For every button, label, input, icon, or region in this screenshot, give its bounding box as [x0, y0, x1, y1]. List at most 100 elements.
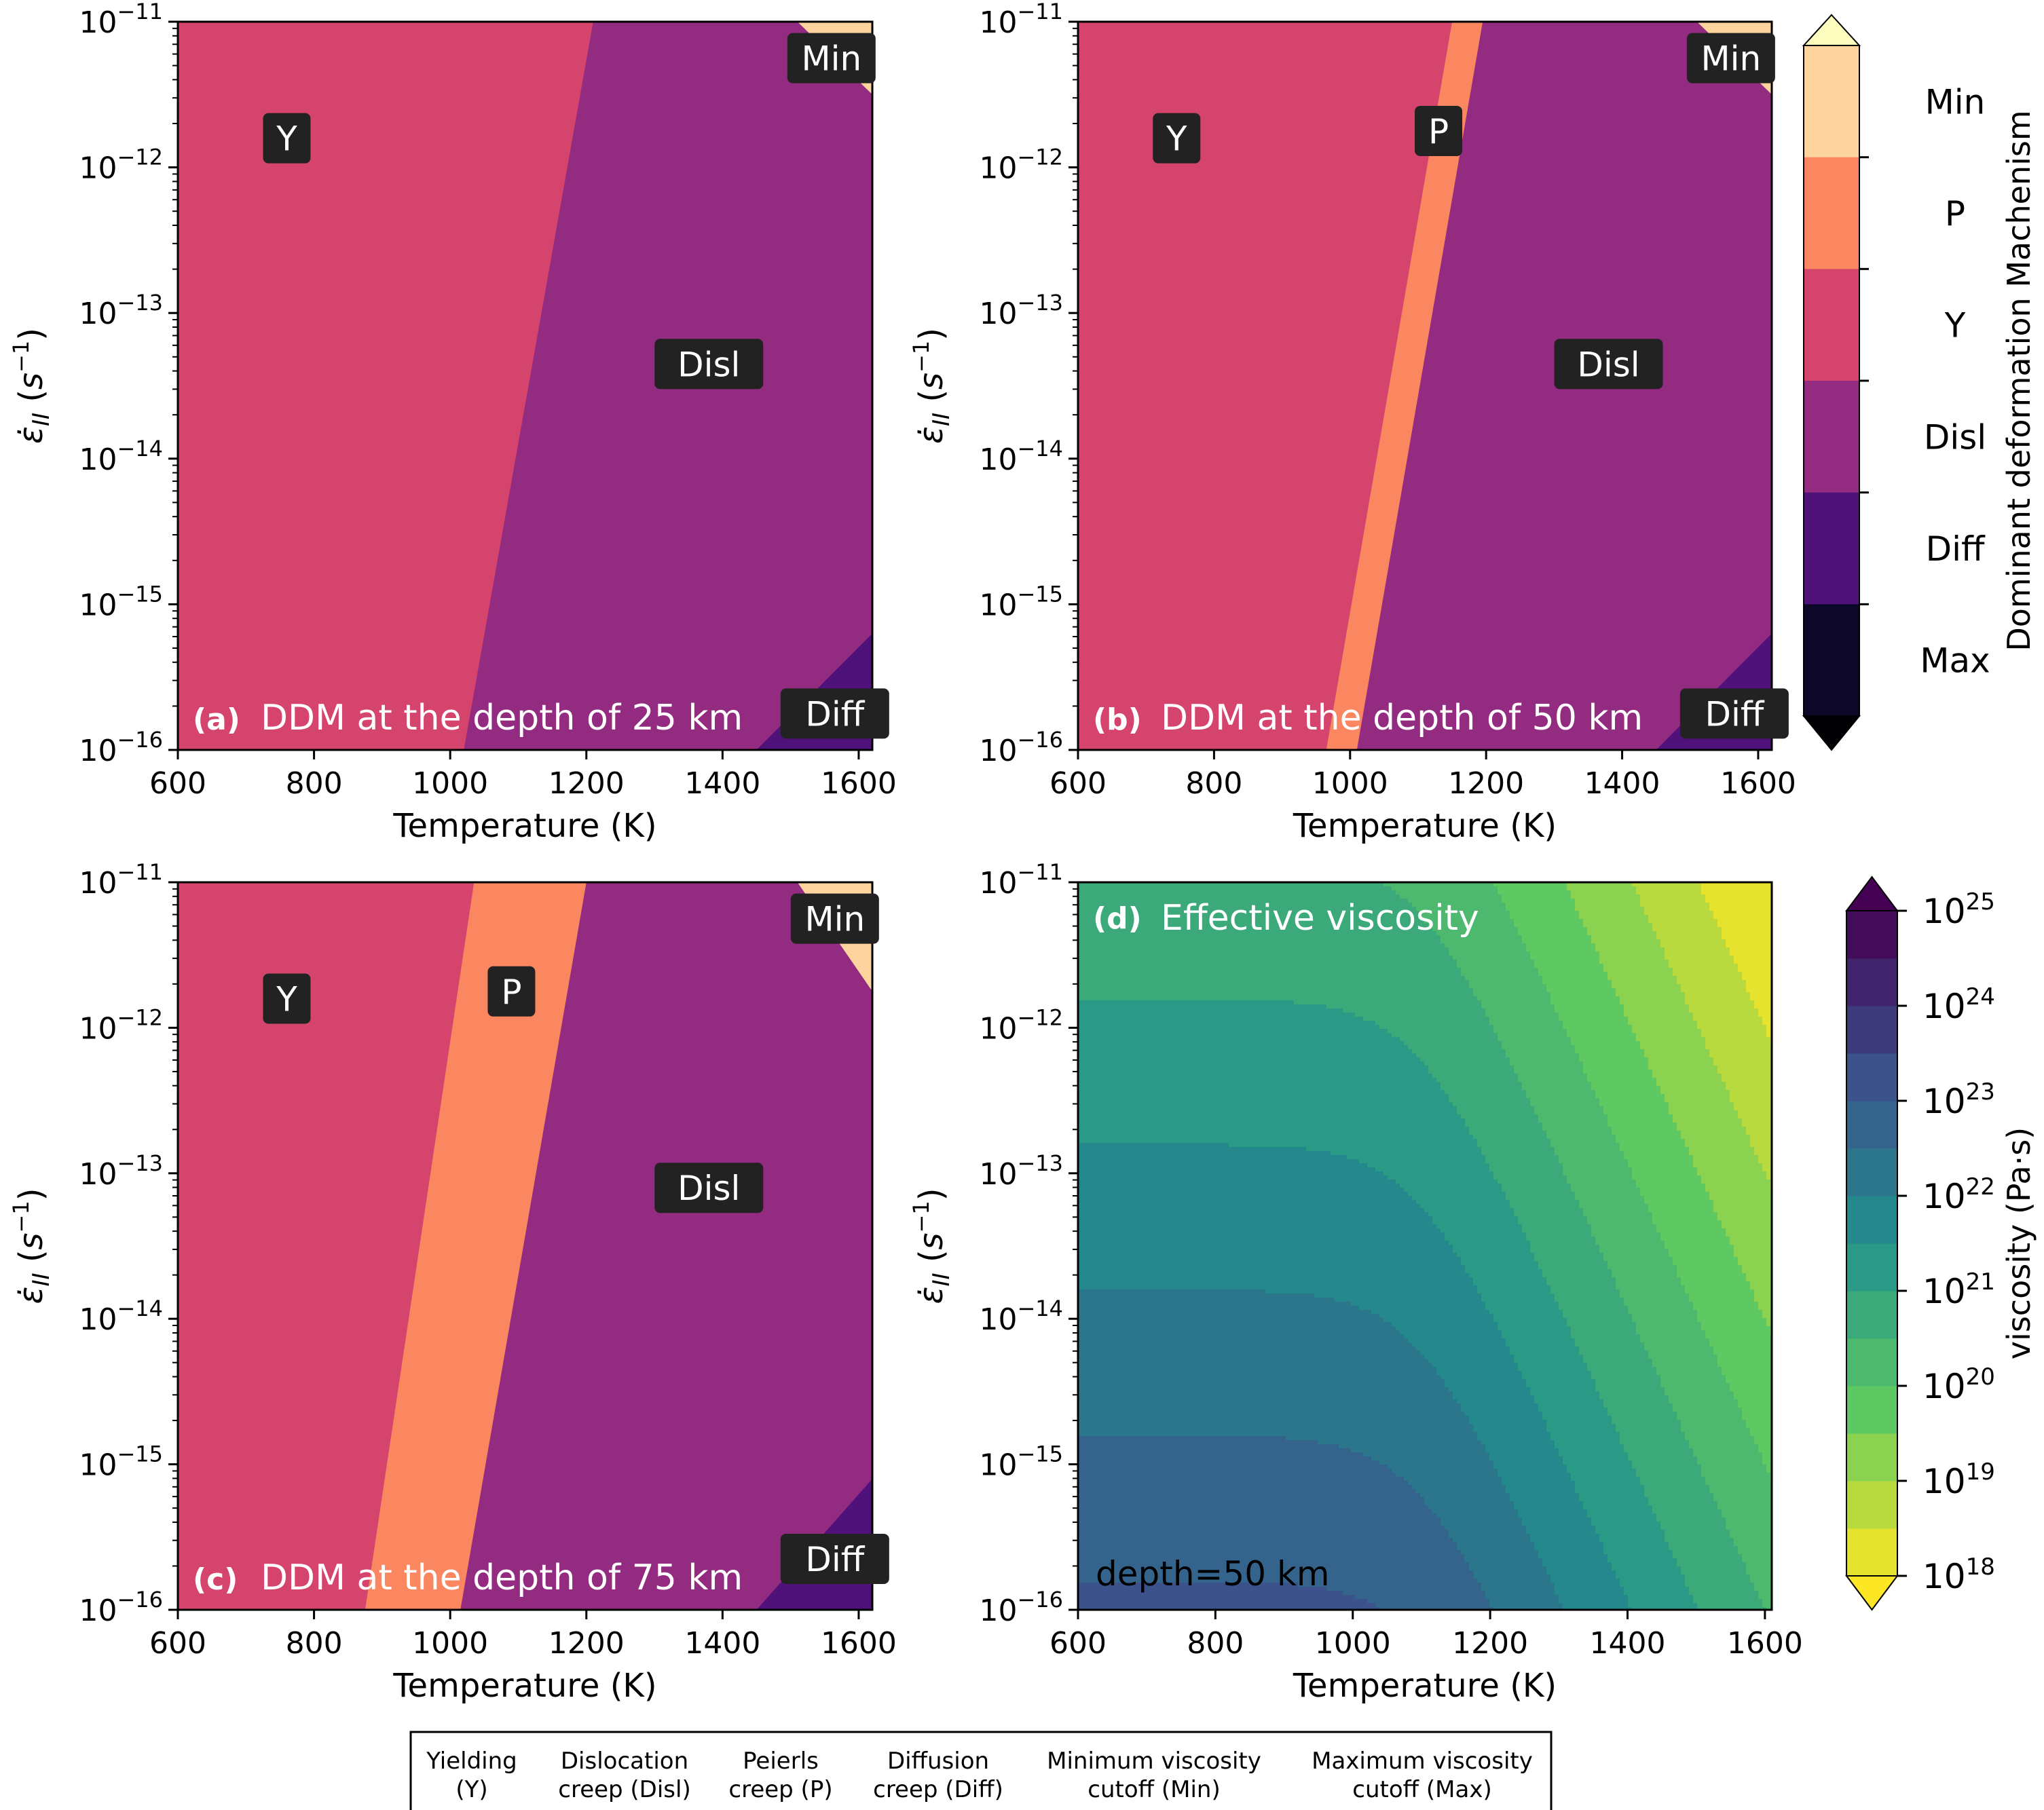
region-p	[365, 882, 587, 1610]
panel-label: (d)	[1093, 901, 1142, 936]
legend-item-line2: creep (Diff)	[873, 1776, 1003, 1803]
region-label-y: Y	[276, 980, 297, 1019]
x-tick-label: 800	[1187, 1626, 1244, 1661]
ddm-colorbar: Min P Y Disl Diff Max Dominant deformation Mac…	[1802, 14, 2037, 751]
y-tick-label: 10−15	[79, 581, 163, 622]
y-tick-label: 10−13	[979, 290, 1063, 331]
region-box-min	[1686, 33, 1775, 83]
legend-frame	[409, 1731, 1553, 1810]
viscosity-swatch	[1846, 911, 1897, 959]
viscosity-swatch	[1846, 1433, 1897, 1482]
colorbar-swatch-p	[1804, 157, 1859, 269]
colorbar-extend-bottom	[1802, 715, 1861, 751]
panel-c: 600 800 1000 1200 1400 1600 10−16 10−15 10−14 10−…	[8, 859, 897, 1705]
viscosity-tick-label: 1022	[1922, 1173, 1995, 1216]
x-tick-label: 1400	[1584, 766, 1660, 801]
region-label-min: Min	[804, 900, 865, 939]
viscosity-swatch	[1846, 1291, 1897, 1339]
legend-item-line1: Dislocation	[561, 1748, 688, 1775]
panel-title: DDM at the depth of 75 km	[261, 1558, 743, 1598]
region-box-disl	[654, 339, 764, 390]
viscosity-extend-top	[1845, 875, 1899, 911]
x-tick-label: 1000	[412, 766, 488, 801]
region-label-y: Y	[276, 119, 297, 159]
y-tick-label: 10−13	[979, 1150, 1063, 1192]
legend-item-line2: creep (P)	[728, 1776, 832, 1803]
y-tick-label: 10−16	[979, 727, 1063, 768]
x-tick-label: 1600	[821, 766, 897, 801]
colorbar-category-label: Disl	[1924, 417, 1986, 457]
region-box-y	[263, 973, 311, 1024]
region-label-disl: Disl	[677, 1169, 740, 1208]
viscosity-tick-label: 1023	[1922, 1078, 1995, 1121]
region-box-disl	[654, 1163, 764, 1213]
viscosity-tick-label: 1021	[1922, 1268, 1995, 1311]
y-axis-label: ε̇II (s−1)	[908, 328, 955, 444]
y-tick-label: 10−14	[979, 436, 1063, 477]
y-tick-label: 10−11	[979, 0, 1063, 40]
colorbar-swatch-max	[1804, 604, 1859, 717]
viscosity-swatch	[1846, 1053, 1897, 1101]
panel-label: (b)	[1093, 702, 1142, 737]
region-box-disl	[1554, 339, 1663, 390]
viscosity-swatch	[1846, 1528, 1897, 1577]
colorbar-extend-top	[1802, 14, 1861, 46]
region-label-p: P	[501, 973, 521, 1012]
region-label-diff: Diff	[1705, 694, 1764, 734]
viscosity-swatch	[1846, 958, 1897, 1006]
y-tick-label: 10−15	[979, 1441, 1063, 1483]
colorbar-category-label: P	[1945, 194, 1965, 233]
y-tick-label: 10−14	[79, 1296, 163, 1337]
viscosity-swatch	[1846, 1338, 1897, 1387]
plot-frame-d	[1077, 881, 1773, 1611]
viscosity-map	[1078, 882, 1772, 1610]
colorbar-swatch-min	[1804, 45, 1859, 158]
x-tick-label: 600	[1049, 1626, 1107, 1661]
colorbar-swatch-y	[1804, 269, 1859, 381]
viscosity-swatch	[1846, 1386, 1897, 1434]
region-box-diff	[1679, 688, 1789, 739]
viscosity-swatch	[1846, 1196, 1897, 1244]
x-tick-label: 1200	[549, 1626, 625, 1661]
region-label-disl: Disl	[1577, 345, 1639, 384]
x-tick-label: 1400	[1590, 1626, 1666, 1661]
y-tick-label: 10−15	[979, 581, 1063, 622]
x-tick-label: 600	[149, 766, 206, 801]
x-tick-label: 1000	[412, 1626, 488, 1661]
viscosity-swatch	[1846, 1101, 1897, 1149]
viscosity-tick-label: 1025	[1922, 888, 1995, 931]
panel-title: DDM at the depth of 25 km	[261, 698, 743, 738]
x-tick-label: 800	[286, 766, 343, 801]
x-tick-label: 1200	[549, 766, 625, 801]
region-box-min	[790, 893, 879, 944]
viscosity-tick-label: 1020	[1922, 1363, 1995, 1406]
viscosity-extend-bottom	[1845, 1575, 1899, 1611]
legend-item-line1: Yielding	[426, 1748, 517, 1775]
y-tick-label: 10−14	[979, 1296, 1063, 1337]
colorbar-swatch-diff	[1804, 492, 1859, 605]
panel-b: 600 800 1000 1200 1400 1600 10−16 10−15 10−14 10−…	[908, 0, 1796, 845]
x-tick-label: 1400	[684, 1626, 760, 1661]
plot-frame-c	[176, 881, 874, 1611]
region-label-disl: Disl	[677, 345, 740, 384]
x-tick-label: 600	[149, 1626, 206, 1661]
y-axis-label: ε̇II (s−1)	[8, 1188, 55, 1304]
colorbar-frame	[1803, 45, 1860, 717]
y-tick-label: 10−12	[79, 145, 163, 186]
x-axis-label: Temperature (K)	[392, 1667, 656, 1705]
viscosity-swatch	[1846, 1481, 1897, 1529]
y-tick-label: 10−12	[79, 1004, 163, 1046]
x-tick-label: 1400	[684, 766, 760, 801]
panel-label: (c)	[193, 1562, 238, 1597]
colorbar-label: Dominant deformation Machenism	[2001, 110, 2037, 651]
viscosity-colorbar: 1018 1019 1020 1021 1022 1023 1024 1025 viscosit…	[1845, 875, 2037, 1611]
viscosity-colorbar-label: viscosity (Pa·s)	[2001, 1127, 2037, 1359]
panel-a: 600 800 1000 1200 1400 1600 10−16 10−15 10−14 10−…	[8, 0, 897, 845]
x-axis-label: Temperature (K)	[1293, 807, 1557, 845]
region-y	[178, 22, 593, 750]
legend-item-line1: Diffusion	[887, 1748, 989, 1775]
region-label-min: Min	[801, 39, 861, 79]
legend-item-line2: cutoff (Min)	[1088, 1776, 1220, 1803]
legend-item-line2: cutoff (Max)	[1352, 1776, 1491, 1803]
